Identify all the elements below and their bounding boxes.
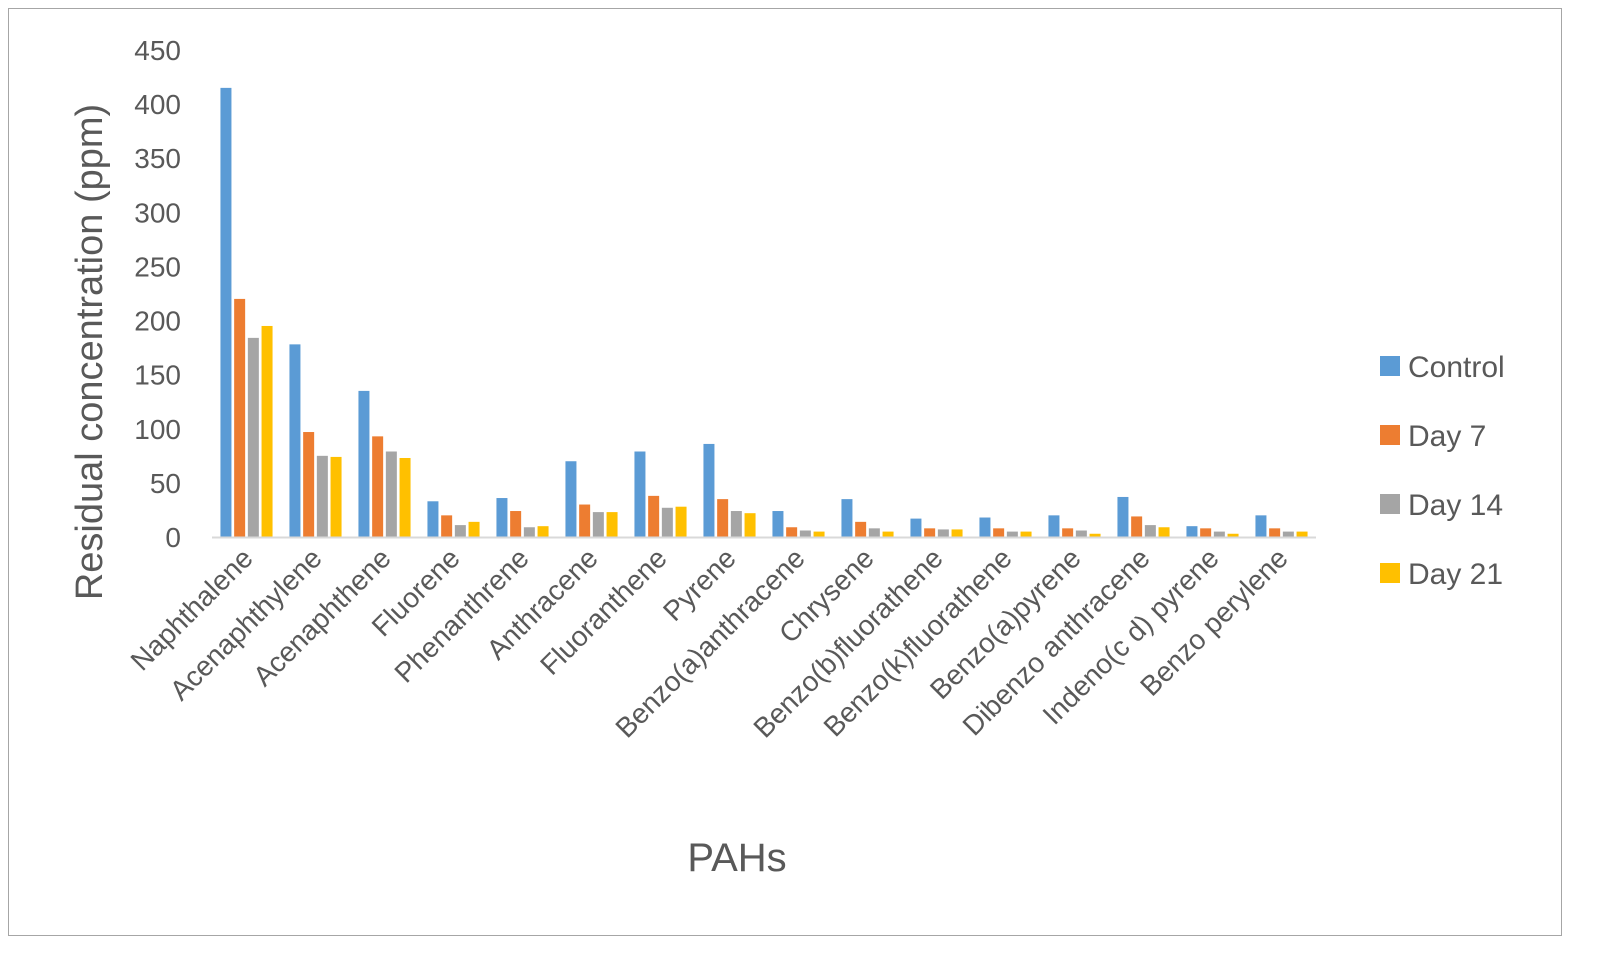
- y-tick-label: 200: [134, 306, 181, 337]
- bar-day-7: [1269, 528, 1281, 537]
- bar-day-14: [1144, 525, 1156, 537]
- bar-day-14: [1213, 531, 1225, 537]
- bar-control: [565, 461, 577, 537]
- bar-day-7: [717, 499, 729, 537]
- bar-day-21: [1020, 531, 1032, 537]
- bar-day-7: [579, 504, 591, 537]
- bar-day-21: [951, 529, 963, 537]
- bar-control: [220, 87, 232, 537]
- bar-day-14: [730, 511, 742, 537]
- bar-day-21: [330, 456, 342, 537]
- bar-day-7: [924, 528, 936, 537]
- legend: Control Day 7 Day 14 Day 21: [1380, 351, 1505, 591]
- bar-day-7: [510, 511, 522, 537]
- bar-day-7: [234, 298, 246, 537]
- bar-day-21: [1089, 533, 1101, 537]
- bar-day-21: [744, 513, 756, 537]
- bar-day-14: [799, 530, 811, 537]
- x-axis-title: PAHs: [687, 836, 786, 880]
- bar-day-14: [1006, 531, 1018, 537]
- y-tick-label: 450: [134, 35, 181, 66]
- bar-day-21: [675, 506, 687, 537]
- y-tick-label: 0: [165, 522, 181, 553]
- legend-label: Control: [1408, 351, 1505, 384]
- bar-control: [1255, 515, 1267, 537]
- bar-control: [496, 498, 508, 537]
- bar-control: [772, 511, 784, 537]
- bars: [220, 87, 1308, 537]
- bar-day-21: [261, 325, 273, 537]
- bar-day-21: [813, 531, 825, 537]
- legend-swatch: [1380, 425, 1400, 445]
- bar-control: [1048, 515, 1060, 537]
- bar-day-21: [1227, 533, 1239, 537]
- bar-day-21: [606, 512, 618, 537]
- bar-day-21: [882, 531, 894, 537]
- y-tick-label: 350: [134, 143, 181, 174]
- bar-day-21: [1158, 527, 1170, 537]
- bar-control: [358, 390, 370, 537]
- y-tick-label: 400: [134, 89, 181, 120]
- bar-day-7: [1131, 516, 1143, 537]
- y-tick-label: 250: [134, 251, 181, 282]
- bar-control: [1117, 496, 1129, 537]
- bar-day-21: [468, 521, 480, 537]
- y-axis-title: Residual concentration (ppm): [69, 104, 111, 600]
- bar-control: [979, 517, 991, 537]
- bar-day-7: [786, 527, 798, 537]
- x-axis-labels: NaphthaleneAcenaphthyleneAcenaphtheneFlu…: [125, 542, 1294, 743]
- bar-day-14: [1075, 530, 1087, 537]
- bar-day-14: [523, 527, 535, 537]
- bar-day-21: [537, 526, 549, 537]
- bar-day-7: [993, 528, 1005, 537]
- bar-day-14: [868, 528, 880, 537]
- bar-control: [634, 451, 646, 537]
- bar-day-14: [316, 455, 328, 537]
- bar-day-14: [592, 512, 604, 537]
- y-tick-label: 150: [134, 360, 181, 391]
- bar-control: [1186, 526, 1198, 537]
- chart-frame: [8, 8, 1562, 936]
- legend-swatch: [1380, 494, 1400, 514]
- bar-control: [910, 518, 922, 537]
- bar-day-7: [303, 432, 315, 537]
- bar-day-14: [385, 451, 397, 537]
- bar-control: [841, 499, 853, 537]
- legend-swatch: [1380, 356, 1400, 376]
- legend-label: Day 21: [1408, 558, 1503, 591]
- bar-day-7: [441, 515, 453, 537]
- y-tick-label: 50: [150, 468, 181, 499]
- legend-swatch: [1380, 563, 1400, 583]
- bar-day-7: [1200, 528, 1212, 537]
- bar-control: [703, 443, 715, 537]
- bar-day-14: [454, 525, 466, 537]
- bar-day-7: [648, 495, 660, 537]
- bar-control: [427, 501, 439, 537]
- legend-label: Day 14: [1408, 489, 1503, 522]
- bar-day-7: [1062, 528, 1074, 537]
- bar-day-21: [1296, 531, 1308, 537]
- y-tick-label: 100: [134, 414, 181, 445]
- bar-control: [289, 344, 301, 537]
- bar-day-7: [855, 521, 867, 537]
- bar-day-14: [1282, 531, 1294, 537]
- bar-day-21: [399, 457, 411, 537]
- bar-day-7: [372, 436, 384, 537]
- bar-day-14: [661, 507, 673, 537]
- bar-day-14: [937, 529, 949, 537]
- bar-day-14: [247, 337, 259, 537]
- y-tick-label: 300: [134, 197, 181, 228]
- y-axis-ticks: 0 50 100 150 200 250 300 350 400 450: [134, 35, 181, 553]
- legend-label: Day 7: [1408, 420, 1486, 453]
